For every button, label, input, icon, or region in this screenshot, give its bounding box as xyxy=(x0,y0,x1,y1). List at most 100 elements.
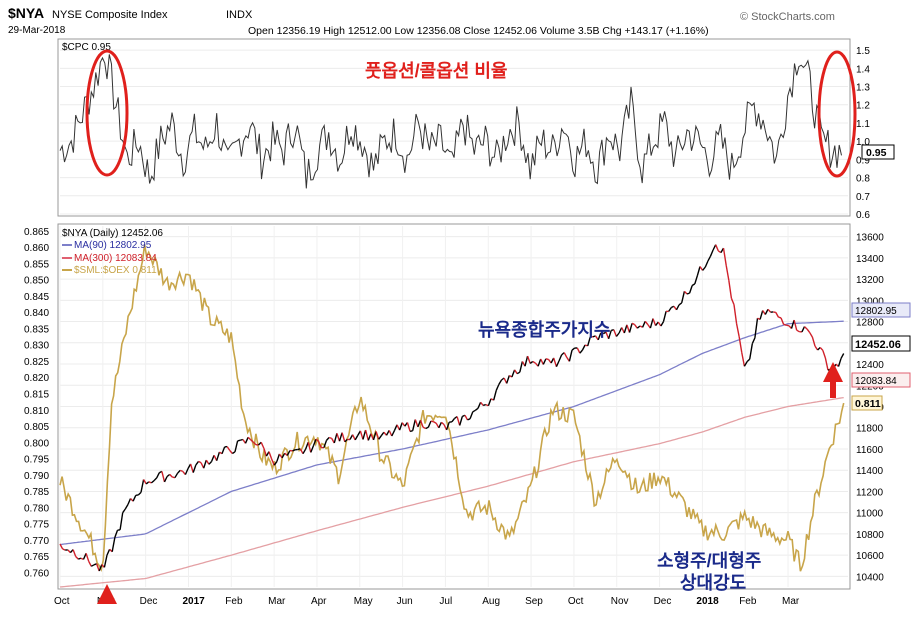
ratio-series xyxy=(59,244,845,572)
nya-segment xyxy=(98,564,103,572)
right-y-tick: 12400 xyxy=(856,360,884,371)
cpc-y-tick: 1.0 xyxy=(856,137,870,148)
nya-segment xyxy=(597,332,602,341)
right-y-tick: 13200 xyxy=(856,275,884,286)
nya-segment xyxy=(292,449,296,452)
nya-segment xyxy=(263,447,268,457)
nya-segment xyxy=(480,401,484,406)
nya-segment xyxy=(388,430,393,437)
cpc-y-tick: 1.1 xyxy=(856,119,870,130)
legend-nya: $NYA (Daily) 12452.06 xyxy=(62,228,163,239)
right-y-tick: 11600 xyxy=(856,445,884,456)
ratio-value-tag xyxy=(851,395,883,411)
highlight-ellipse-left xyxy=(85,49,129,177)
nya-segment xyxy=(730,298,735,305)
nya-segment xyxy=(244,437,249,444)
nya-segment xyxy=(124,504,129,510)
nya-segment xyxy=(276,453,281,462)
nya-segment xyxy=(704,260,709,268)
nya-segment xyxy=(106,549,111,556)
left-y-tick: 0.815 xyxy=(24,389,49,400)
nya-segment xyxy=(409,430,413,433)
nya-segment xyxy=(553,357,558,367)
nya-segment xyxy=(775,312,780,318)
nya-segment xyxy=(95,563,100,572)
nya-segment xyxy=(260,442,265,449)
x-tick-label: Feb xyxy=(739,596,757,607)
nya-segment xyxy=(474,407,479,411)
nya-segment xyxy=(440,421,445,426)
nya-segment xyxy=(615,332,620,337)
nya-segment xyxy=(563,352,568,358)
left-y-tick: 0.840 xyxy=(24,308,49,319)
nya-segment xyxy=(221,446,226,454)
left-y-tick: 0.775 xyxy=(24,520,49,531)
right-y-tick: 10600 xyxy=(856,551,884,562)
nya-segment xyxy=(172,476,176,479)
nya-segment xyxy=(427,420,432,428)
nya-segment xyxy=(336,433,341,442)
nya-segment xyxy=(579,349,584,354)
left-y-tick: 0.855 xyxy=(24,259,49,270)
x-tick-label: Jul xyxy=(439,596,452,607)
right-y-tick: 13000 xyxy=(856,296,884,307)
nya-segment xyxy=(702,266,706,271)
highlight-ellipse-right xyxy=(817,50,857,178)
nya-segment xyxy=(749,343,753,360)
nya-segment xyxy=(793,319,798,331)
right-y-tick: 13600 xyxy=(856,233,884,244)
nya-segment xyxy=(234,440,239,452)
nya-segment xyxy=(270,458,275,466)
nya-segment xyxy=(412,419,416,431)
nya-segment xyxy=(542,358,547,365)
x-tick-label: May xyxy=(354,596,373,607)
nya-segment xyxy=(806,328,811,334)
nya-segment xyxy=(419,420,424,428)
nya-segment xyxy=(678,302,683,306)
nya-segment xyxy=(62,548,66,551)
right-y-tick: 12800 xyxy=(856,318,884,329)
nya-segment xyxy=(111,537,116,552)
nya-segment xyxy=(712,244,717,251)
nya-segment xyxy=(78,557,82,560)
nya-segment xyxy=(205,459,210,465)
left-y-tick: 0.845 xyxy=(24,292,49,303)
nya-segment xyxy=(127,498,132,505)
ma300-series xyxy=(59,396,844,588)
nya-segment xyxy=(184,468,189,475)
nya-segment xyxy=(461,414,466,418)
ma90-value: 12802.95 xyxy=(855,306,897,317)
nya-segment xyxy=(174,472,179,479)
ma90-series xyxy=(59,320,844,546)
annotation-small-large: 소형주/대형주 xyxy=(657,551,761,571)
x-tick-label: Dec xyxy=(654,596,672,607)
nya-segment xyxy=(811,336,816,347)
nya-segment xyxy=(299,448,304,455)
nya-segment xyxy=(733,304,738,324)
right-y-tick: 13400 xyxy=(856,254,884,265)
nya-segment xyxy=(482,403,487,407)
nya-segment xyxy=(767,308,772,313)
nya-segment xyxy=(657,321,662,327)
nya-segment xyxy=(592,335,596,338)
cpc-value-box xyxy=(861,144,895,160)
nya-segment xyxy=(801,326,806,333)
nya-segment xyxy=(587,336,591,347)
nya-segment xyxy=(169,473,173,478)
nya-segment xyxy=(725,265,730,281)
cpc-legend: $CPC 0.95 xyxy=(62,42,111,53)
nya-segment xyxy=(250,439,254,443)
right-y-tick: 10400 xyxy=(856,572,884,583)
nya-segment xyxy=(537,358,542,367)
nya-segment xyxy=(641,321,646,328)
ma300-value-tag xyxy=(851,372,911,388)
nya-segment xyxy=(699,266,704,271)
left-y-tick: 0.790 xyxy=(24,471,49,482)
nya-segment xyxy=(189,463,194,473)
nya-segment xyxy=(607,330,612,340)
nya-segment xyxy=(675,304,680,311)
nya-segment xyxy=(307,442,312,453)
nya-segment xyxy=(545,358,549,361)
header-date: 29-Mar-2018 xyxy=(8,25,66,36)
nya-segment xyxy=(145,481,150,485)
